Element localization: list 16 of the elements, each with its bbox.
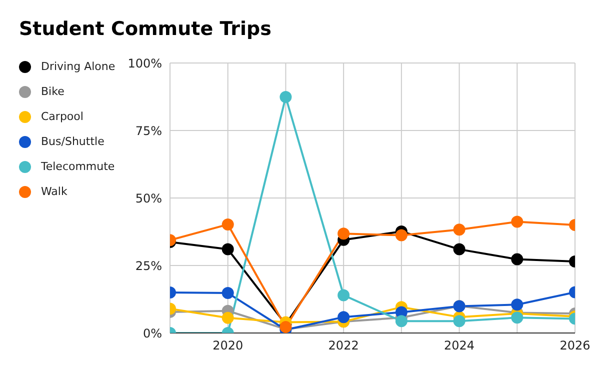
y-tick-label: 25% [135,258,162,273]
legend-label: Bus/Shuttle [41,135,104,148]
y-tick-label: 50% [135,191,162,206]
y-tick-label: 100% [128,56,162,70]
x-tick-label: 2022 [328,338,359,353]
x-tick-label: 2026 [560,338,590,353]
legend-label: Telecommute [41,160,115,173]
legend-label: Walk [41,185,68,198]
legend-label: Carpool [41,110,84,123]
legend-label: Driving Alone [41,60,116,73]
y-tick-label: 0% [142,326,162,340]
chart-title: Student Commute Trips [19,18,272,40]
x-tick-label: 2024 [444,338,475,353]
legend-label: Bike [41,85,64,98]
y-tick-label: 75% [135,124,162,138]
x-tick-label: 2020 [212,338,244,353]
